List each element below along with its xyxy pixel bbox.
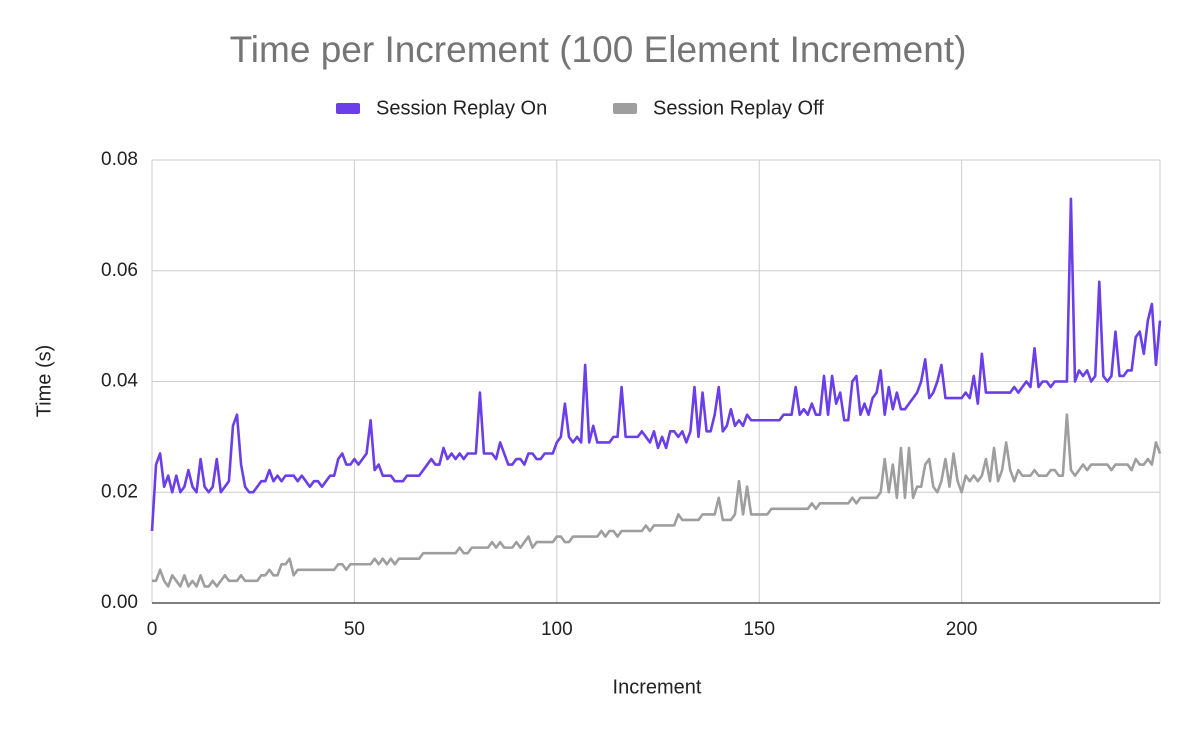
legend-label: Session Replay Off (653, 97, 824, 119)
y-tick-label: 0.02 (101, 481, 138, 502)
y-tick-label: 0.08 (101, 149, 138, 170)
x-axis-label: Increment (613, 676, 702, 698)
y-axis-label: Time (s) (33, 345, 55, 418)
x-tick-label: 50 (344, 619, 365, 640)
y-tick-label: 0.04 (101, 371, 138, 392)
chart-title: Time per Increment (100 Element Incremen… (230, 29, 967, 70)
x-tick-label: 150 (743, 619, 775, 640)
y-tick-label: 0.06 (101, 260, 138, 281)
legend-label: Session Replay On (376, 97, 547, 119)
y-tick-label: 0.00 (101, 592, 138, 613)
x-tick-label: 100 (541, 619, 573, 640)
x-tick-label: 200 (946, 619, 978, 640)
legend-swatch (336, 103, 360, 114)
series-line (152, 413, 1162, 588)
legend-swatch (613, 103, 637, 114)
series-line (150, 197, 1162, 532)
x-tick-label: 0 (147, 619, 158, 640)
